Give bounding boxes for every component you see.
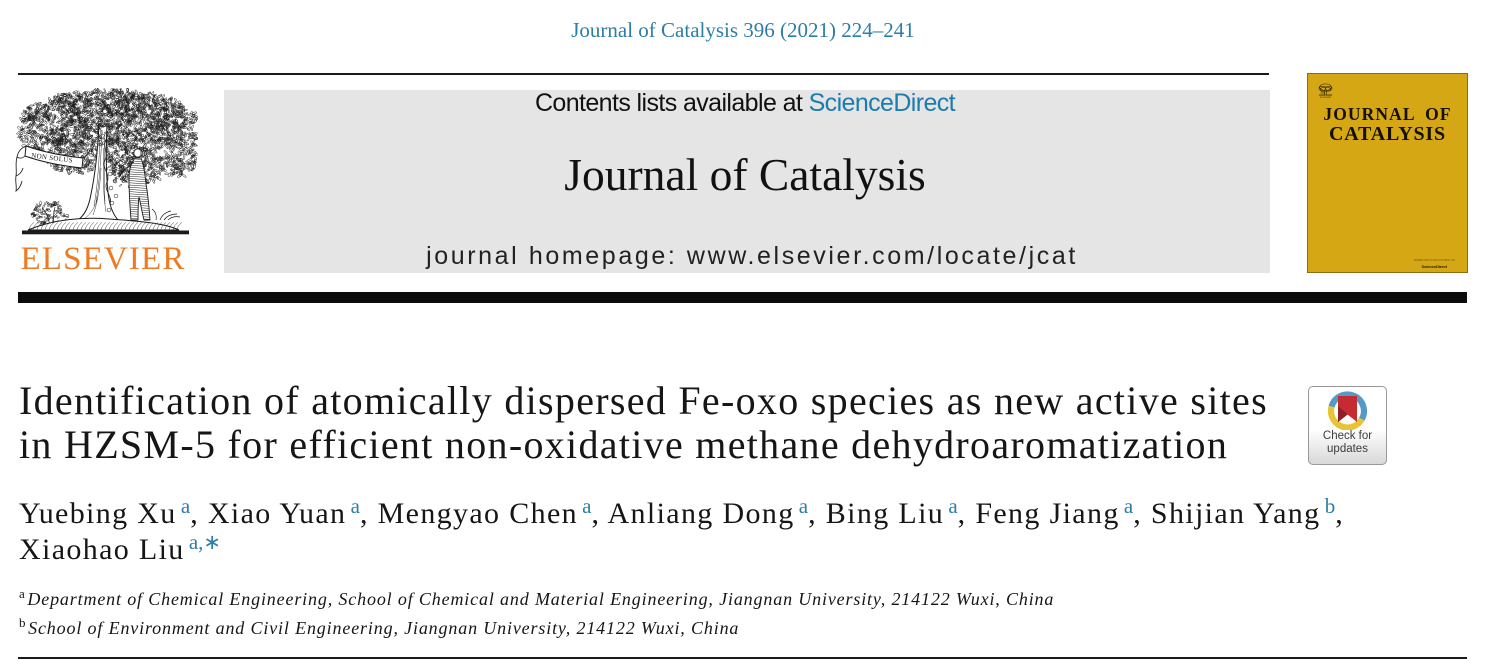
svg-text:ELSEVIER: ELSEVIER (1320, 96, 1332, 99)
